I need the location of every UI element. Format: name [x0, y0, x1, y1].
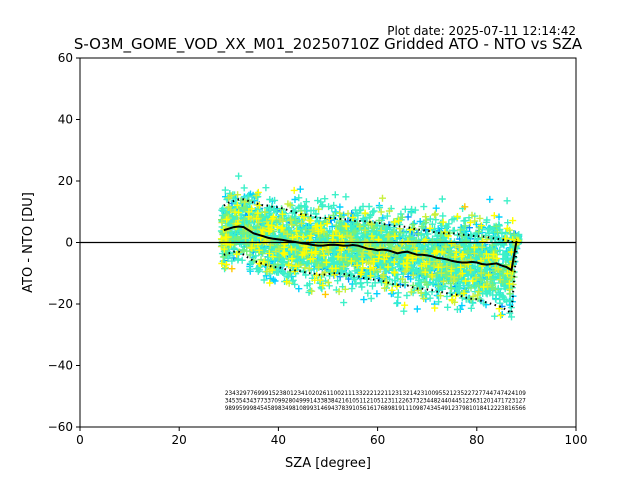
y-tick-label: −60 — [48, 420, 73, 434]
upper-percentile-line — [223, 198, 518, 244]
x-tick-label: 40 — [271, 433, 286, 447]
median-line — [223, 225, 518, 272]
count-labels: 2343297769991523801234102026110021113322… — [225, 390, 526, 412]
y-tick-label: −20 — [48, 297, 73, 311]
count-label-row: 9899599984545898349810899314694378391056… — [225, 405, 526, 412]
x-tick-label: 60 — [370, 433, 385, 447]
chart-title: S-O3M_GOME_VOD_XX_M01_20250710Z Gridded … — [74, 35, 583, 54]
y-tick-label: 40 — [58, 113, 73, 127]
count-label-row: 3453543437733709928049991433838421610511… — [225, 398, 526, 405]
y-tick-label: 20 — [58, 174, 73, 188]
x-tick-label: 100 — [565, 433, 588, 447]
x-tick-label: 20 — [172, 433, 187, 447]
x-tick-label: 0 — [76, 433, 84, 447]
y-tick-label: 0 — [65, 236, 73, 250]
x-tick-label: 80 — [469, 433, 484, 447]
count-label-row: 2343297769991523801234102026110021113322… — [225, 390, 526, 397]
y-tick-label: 60 — [58, 51, 73, 65]
scatter-marker-group — [217, 186, 522, 319]
x-axis: 0 20 40 60 80 100 — [76, 427, 587, 447]
y-axis: −60 −40 −20 0 20 40 60 — [48, 51, 80, 434]
plot-date-label: Plot date: 2025-07-11 12:14:42 — [387, 24, 576, 38]
scatter-marker-group — [228, 203, 469, 298]
y-tick-label: −40 — [48, 359, 73, 373]
y-axis-label: ATO - NTO [DU] — [21, 192, 36, 293]
statistics-lines — [223, 198, 518, 315]
x-axis-label: SZA [degree] — [285, 456, 371, 471]
